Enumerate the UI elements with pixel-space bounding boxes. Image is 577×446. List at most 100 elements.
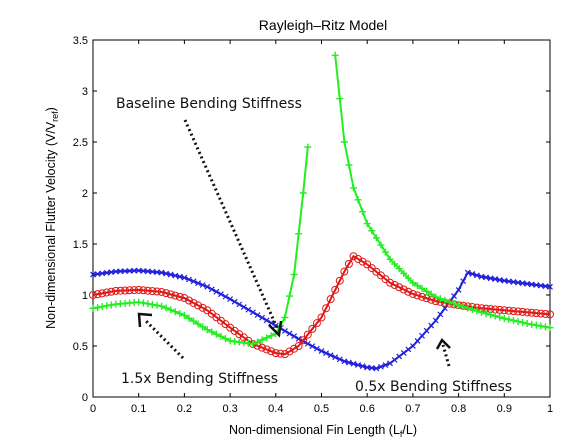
series-1-point [262,345,271,354]
series-0-point [112,268,119,275]
series-0-point [295,335,302,342]
series-0-point [199,282,206,288]
series-0-point [327,352,334,359]
series-0-point [423,327,430,334]
soft-arrow-head [435,337,451,350]
y-tick-label: 1.5 [73,239,88,251]
series-0-point [176,273,183,280]
series-2-point [249,340,257,348]
series-2-point [263,334,271,342]
series-1-point [335,276,344,285]
series-2-point [167,306,175,314]
series-0-point [364,364,371,371]
series-0-point [373,365,380,372]
series-2-point [391,260,399,268]
series-0-point [515,279,521,286]
series-0-point [309,343,316,350]
series-1-point [166,290,175,299]
y-axis-label-main: Non-dimensional Flutter Velocity (V/V [44,121,58,329]
series-2-point [203,326,211,334]
x-tick-label: 0.1 [131,403,146,415]
series-0-point [464,269,471,276]
series-2-point [217,332,225,340]
series-1-point [518,307,527,316]
series-2-point [432,293,440,301]
series-1-point [276,349,285,358]
series-2-point [199,323,207,331]
series-2-point [487,311,495,319]
series-1-point [198,303,207,312]
series-2-point [107,301,115,309]
series-2-point [473,307,481,315]
series-2-point [505,315,513,323]
series-0-point [350,360,357,367]
series-1-point [509,307,518,316]
series-2-point [500,314,508,322]
series-1-point [395,283,404,292]
series-0-point [172,272,179,279]
series-1-point [134,285,143,294]
series-2-point [482,310,490,318]
series-1-point [148,287,157,296]
series-1-point [271,349,280,358]
series-1-point [162,289,171,298]
annotation-baseline: Baseline Bending Stiffness [116,96,302,112]
chart-title: Rayleigh–Ritz Model [259,17,387,33]
series-1-point [152,287,161,296]
series-0-point [204,283,211,290]
series-0-point [455,286,462,293]
series-0-point [492,276,499,283]
series-0-point [213,288,220,295]
series-0-point [542,283,549,290]
x-tick-label: 0.5 [314,403,329,415]
series-1-point [107,287,116,296]
series-0-point [505,278,512,285]
x-axis-label-main: Non-dimensional Fin Length (L [229,423,400,437]
series-0-point [245,306,252,313]
series-1-point [413,291,422,300]
series-2-point [519,319,527,327]
series-2-point [509,317,517,324]
stiff-arrow-head [137,312,153,328]
series-0-point [231,298,238,305]
series-1-point [143,286,152,295]
series-2-point [445,298,453,306]
series-2-point [532,321,540,329]
series-2-point [349,184,357,192]
series-0-point [108,269,115,276]
series-2-point [148,301,156,309]
series-2-point [222,335,230,343]
series-0-point [437,311,444,318]
series-1-point [340,267,349,276]
series-1-point [408,289,417,298]
series-1-point [358,257,367,266]
series-1-point [93,290,102,299]
series-1-point [523,308,532,317]
series-0-point [469,270,476,277]
series-1-point [495,305,504,314]
series-0-point [428,322,435,329]
series-0-point [382,362,389,368]
series-1-point [280,350,289,359]
baseline-arrow-line [183,119,280,331]
series-0-point [254,312,261,318]
series-1-point [541,309,550,318]
series-0-point [473,272,480,279]
series-1-point [504,306,513,315]
x-axis-label-tail: /L) [402,423,417,437]
series-1-point [386,278,395,287]
y-tick-label: 0 [82,392,88,404]
series-2-point [139,299,147,307]
series-2-point [340,138,348,146]
series-0-point [186,276,192,283]
series-2-point [190,317,198,325]
series-1-point [317,313,326,322]
series-0-point [496,276,503,283]
series-1-point [194,301,203,310]
series-0-point [99,270,106,277]
x-tick-label: 0.8 [451,403,466,415]
series-2-point [135,298,143,306]
series-0-point [227,296,234,303]
series-0-point [368,365,375,371]
series-1-point [308,324,317,333]
